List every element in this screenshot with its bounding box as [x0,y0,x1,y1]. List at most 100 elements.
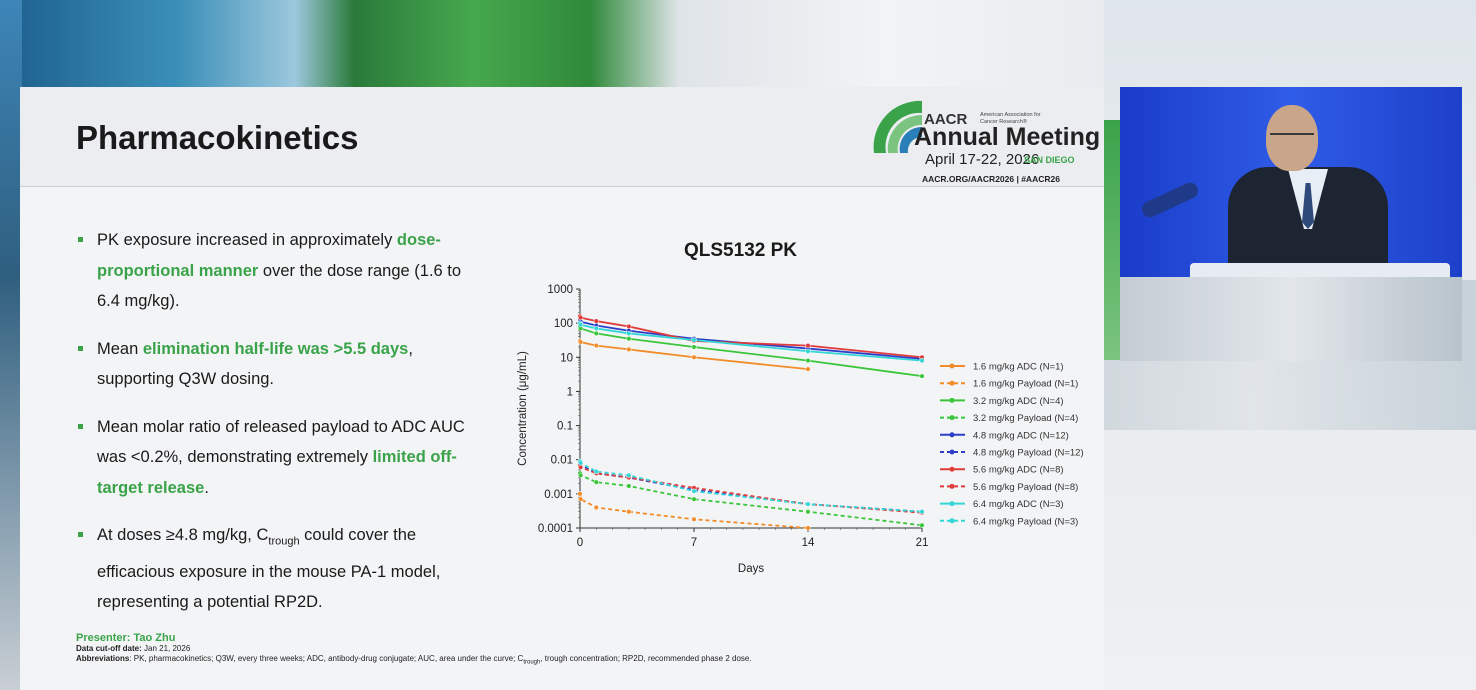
speaker-glasses [1270,133,1314,141]
data-point [691,344,697,350]
data-point [593,469,599,475]
series-line [579,473,923,527]
legend-marker [949,363,955,369]
x-axis-label: Days [738,563,764,575]
data-point [626,346,632,352]
data-point [626,330,632,336]
data-point [626,323,632,330]
legend-label: 4.8 mg/kg ADC (N=12) [973,430,1069,441]
y-tick-label: 1000 [547,284,573,296]
data-point [578,496,584,502]
y-tick-label: 1 [567,386,573,398]
series-line [579,493,809,529]
bullet-text: could cover the efficacious exposure in … [97,526,441,612]
presenter-name: Presenter: Tao Zhu [76,632,176,644]
data-point [578,460,584,466]
slide-footer: Presenter: Tao Zhu Data cut-off date: Ja… [76,632,752,668]
cutoff-line: Data cut-off date: Jan 21, 2026 [76,644,752,654]
data-point [691,337,697,343]
data-point [805,501,811,507]
legend-label: 1.6 mg/kg Payload (N=1) [973,379,1078,390]
logo-aacr-text: AACR [924,111,968,128]
bullet-item: Mean molar ratio of released payload to … [76,412,476,504]
legend-label: 3.2 mg/kg Payload (N=4) [973,413,1078,424]
legend-label: 3.2 mg/kg ADC (N=4) [973,396,1064,407]
data-point [578,472,584,478]
bullet-highlight: elimination half-life was >5.5 days [142,339,409,358]
cutoff-label: Data cut-off date: [76,644,142,653]
bullet-highlight: dose-proportional manner [97,231,441,280]
legend-marker [949,432,955,438]
data-point [626,336,632,342]
legend-label: 4.8 mg/kg Payload (N=12) [973,448,1084,459]
data-point [919,373,925,379]
x-tick-label: 7 [691,537,697,549]
bullet-text: PK exposure increased in approximately [97,231,397,249]
bullet-text: Mean molar ratio of released payload to … [97,417,465,467]
bullet-item: PK exposure increased in approximately d… [76,225,476,317]
series-line [579,315,923,359]
podium [1190,263,1450,277]
data-point [919,522,925,528]
data-point [578,315,584,321]
series-line [579,462,923,513]
y-tick-label: 10 [560,352,573,364]
data-point [805,348,811,354]
logo-arc-icon [873,100,922,153]
data-point [578,339,584,345]
logo-meeting-text: Annual Meeting [914,123,1101,151]
x-tick-label: 14 [802,537,815,549]
legend-marker [949,380,955,386]
abbreviations-text-1: : PK, pharmacokinetics; Q3W, every three… [129,654,524,663]
data-point [626,509,632,515]
data-point [626,483,632,489]
legend-label: 5.6 mg/kg ADC (N=8) [973,465,1064,476]
data-point [593,504,599,510]
data-point [691,354,697,360]
data-point [805,525,811,531]
y-tick-label: 0.001 [544,489,573,501]
speaker-tie [1302,183,1314,229]
data-point [919,358,925,364]
bullet-text: Mean [97,339,143,358]
legend-marker [949,449,955,455]
y-tick-label: 100 [554,318,573,330]
data-point [805,509,811,515]
bullet-text: At doses ≥4.8 mg/kg, C [97,526,269,544]
aacr-logo: AACR American Association for Cancer Res… [866,95,1100,184]
data-point [593,479,599,485]
legend-marker [949,415,955,421]
bullet-text: , supporting Q3W dosing. [97,339,413,389]
data-point [691,496,697,502]
pk-chart: 0.0001 0.001 0.01 0.1 1 10 100 1000 0 7 14 21 Days Co… [517,284,1084,575]
abbreviations-text-2: , trough concentration; RP2D, recommende… [540,654,752,663]
data-point [593,343,599,349]
slide-header: Pharmacokinetics AACR American Associati… [20,87,1104,187]
speaker-head [1266,105,1318,171]
data-point [691,516,697,522]
logo-url-text: AACR.ORG/AACR2026 | #AACR26 [922,174,1060,184]
legend-marker [949,397,955,403]
bullet-item: At doses ≥4.8 mg/kg, Ctrough could cover… [76,520,476,618]
data-point [593,318,599,324]
y-tick-label: 0.01 [551,455,573,467]
bullet-subscript: trough [268,535,300,548]
stage-floor-image [1120,277,1462,361]
bullet-item: Mean elimination half-life was >5.5 days… [76,334,476,395]
legend-label: 6.4 mg/kg Payload (N=3) [973,516,1078,527]
data-point [691,488,697,494]
abbreviations-line: Abbreviations: PK, pharmacokinetics; Q3W… [76,654,752,668]
bullet-list: PK exposure increased in approximately d… [76,225,476,635]
data-point [577,491,583,497]
legend-marker [949,518,955,524]
logo-dates-text: April 17-22, 2026 [925,151,1040,168]
logo-association-text: American Association for Cancer Research… [980,112,1041,125]
bullet-text: . [204,478,209,497]
background-microphone [1139,180,1201,220]
data-point [593,330,599,336]
stage-green-strip [1104,120,1120,360]
legend-marker [949,483,955,489]
legend-marker [949,466,955,472]
slide-title: Pharmacokinetics [76,119,359,156]
abbreviations-label: Abbreviations [76,654,130,663]
